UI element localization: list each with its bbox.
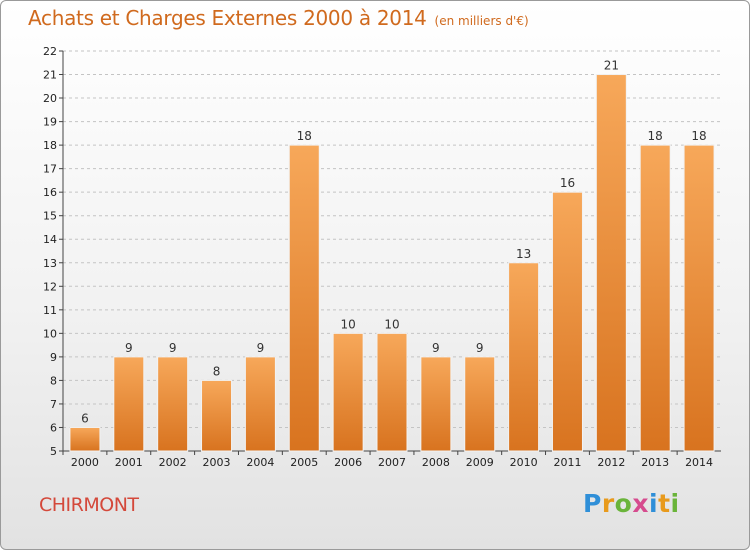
chart-unit: (en milliers d'€) (434, 14, 529, 28)
bar-2000 (69, 426, 101, 452)
bar-2006 (332, 332, 364, 452)
value-label-2001: 9 (125, 341, 133, 355)
bar-2011 (551, 191, 583, 452)
y-tick-label: 11 (43, 304, 57, 317)
labels: 2000 6 2001 9 2002 9 2003 8 2004 9 2005 18 2006 10 200… (71, 59, 713, 469)
y-tick-label: 16 (43, 186, 57, 199)
y-tick-label: 14 (43, 233, 57, 246)
value-label-2009: 9 (476, 341, 484, 355)
y-tick-label: 10 (43, 327, 57, 340)
bar-2013 (639, 144, 671, 452)
bar-2010 (508, 262, 540, 452)
bar-2009 (464, 356, 496, 452)
y-tick-label: 18 (43, 139, 57, 152)
bars (69, 74, 715, 452)
commune-name: CHIRMONT (39, 494, 139, 516)
x-tick-label: 2007 (378, 456, 406, 469)
y-tick-label: 19 (43, 116, 57, 129)
value-label-2013: 18 (648, 129, 663, 143)
x-tick-label: 2003 (203, 456, 231, 469)
chart-title: Achats et Charges Externes 2000 à 2014 (e… (28, 6, 529, 30)
y-tick-label: 22 (43, 45, 57, 58)
x-tick-label: 2005 (290, 456, 318, 469)
value-label-2006: 10 (340, 317, 355, 331)
x-tick-label: 2001 (115, 456, 143, 469)
x-tick-label: 2014 (685, 456, 713, 469)
value-label-2004: 9 (257, 341, 265, 355)
value-label-2008: 9 (432, 341, 440, 355)
bar-2005 (288, 144, 320, 452)
bar-2002 (157, 356, 189, 452)
value-label-2002: 9 (169, 341, 177, 355)
value-label-2005: 18 (297, 129, 312, 143)
value-label-2010: 13 (516, 247, 531, 261)
y-tick-label: 7 (50, 398, 57, 411)
x-tick-label: 2009 (466, 456, 494, 469)
x-tick-label: 2012 (597, 456, 625, 469)
y-tick-label: 20 (43, 92, 57, 105)
bar-2008 (420, 356, 452, 452)
x-tick-label: 2006 (334, 456, 362, 469)
bar-2004 (244, 356, 276, 452)
y-tick-label: 21 (43, 69, 57, 82)
x-tick-label: 2004 (246, 456, 274, 469)
x-tick-label: 2011 (553, 456, 581, 469)
value-label-2012: 21 (604, 59, 619, 73)
x-tick-label: 2013 (641, 456, 669, 469)
y-tick-label: 17 (43, 163, 57, 176)
y-tick-label: 5 (50, 445, 57, 458)
y-tick-label: 15 (43, 210, 57, 223)
x-tick-label: 2002 (159, 456, 187, 469)
y-tick-label: 12 (43, 280, 57, 293)
x-tick-label: 2008 (422, 456, 450, 469)
bar-2003 (201, 379, 233, 452)
bar-2007 (376, 332, 408, 452)
y-tick-label: 6 (50, 421, 57, 434)
y-tick-label: 9 (50, 351, 57, 364)
value-label-2003: 8 (213, 364, 221, 378)
x-tick-label: 2010 (510, 456, 538, 469)
value-label-2011: 16 (560, 176, 575, 190)
value-label-2000: 6 (81, 411, 89, 425)
proxiti-logo[interactable]: Proxiti (583, 489, 680, 518)
bar-2012 (595, 74, 627, 452)
bar-2001 (113, 356, 145, 452)
y-tick-label: 13 (43, 257, 57, 270)
bar-2014 (683, 144, 715, 452)
x-tick-label: 2000 (71, 456, 99, 469)
value-label-2007: 10 (384, 317, 399, 331)
y-tick-label: 8 (50, 374, 57, 387)
value-label-2014: 18 (691, 129, 706, 143)
